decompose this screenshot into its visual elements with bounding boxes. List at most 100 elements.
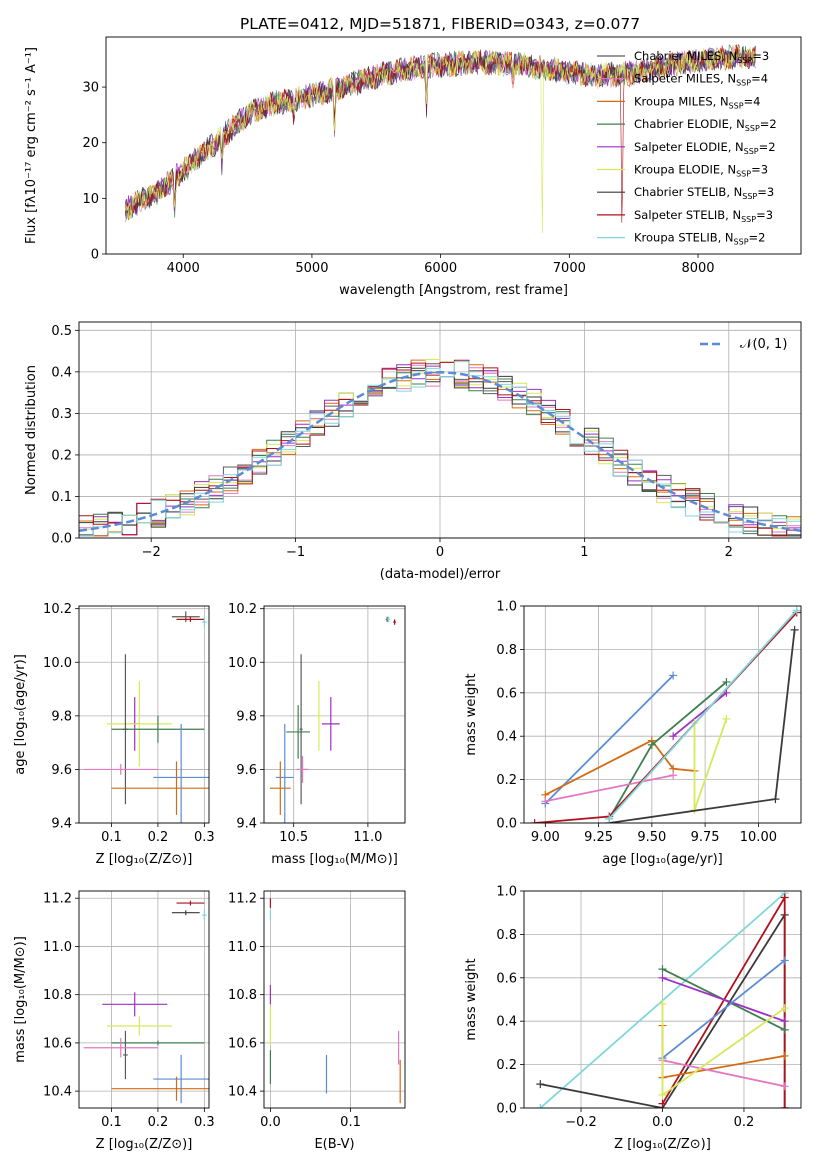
y-tick-label: 0.3 — [51, 407, 72, 422]
x-tick-label: 6000 — [424, 261, 457, 276]
weight-line — [544, 674, 674, 805]
data-point-marker — [530, 819, 539, 823]
y-tick-label: 10.8 — [43, 988, 72, 1003]
data-point-marker — [669, 671, 678, 680]
x-tick-label: −2 — [142, 545, 161, 560]
data-point-marker — [771, 795, 780, 804]
data-point-marker — [780, 1051, 789, 1060]
x-tick-label: 0.0 — [260, 1115, 281, 1130]
data-point-marker — [658, 973, 667, 982]
y-tick-label: 10.4 — [228, 1085, 257, 1100]
legend-label-eq: =3 — [757, 185, 774, 199]
data-point-marker — [780, 1025, 789, 1034]
data-point-marker — [658, 999, 667, 1008]
y-tick-label: 9.6 — [51, 763, 72, 778]
y-tick-label: 10 — [82, 192, 99, 207]
x-tick-label: 8000 — [681, 261, 714, 276]
x-tick-label: 0.1 — [340, 1115, 361, 1130]
x-tick-label: 2 — [725, 545, 733, 560]
data-point-marker — [780, 956, 789, 965]
x-tick-label: 0.3 — [194, 830, 215, 845]
plot-area-mass-vs-Z — [83, 900, 209, 1104]
x-axis-label: Z [log₁₀(Z/Z⊙)] — [96, 1137, 193, 1152]
y-tick-label: 10.0 — [43, 656, 72, 671]
legend-label-sub: SSP — [734, 238, 749, 247]
y-tick-label: 9.8 — [51, 709, 72, 724]
x-tick-label: −0.2 — [565, 1115, 597, 1130]
legend-label-sub: SSP — [742, 192, 757, 201]
legend-label-sub: SSP — [736, 79, 751, 88]
x-tick-label: 0.1 — [101, 830, 122, 845]
x-axis-label: E(B-V) — [314, 1137, 354, 1152]
x-tick-label: 10.5 — [279, 830, 308, 845]
x-axis-label: age [log₁₀(age/yr)] — [602, 852, 723, 867]
x-tick-label: 0.2 — [148, 830, 169, 845]
y-tick-label: 0.0 — [496, 1102, 517, 1117]
weight-line — [534, 611, 798, 823]
x-axis-label: Z [log₁₀(Z/Z⊙)] — [96, 852, 193, 867]
x-tick-label: 10.00 — [740, 830, 777, 845]
y-tick-label: 0.8 — [496, 928, 517, 943]
x-tick-label: 0.0 — [652, 1115, 673, 1130]
data-point-marker — [647, 740, 656, 749]
y-tick-label: 11.2 — [43, 892, 72, 907]
y-axis-label: age [log₁₀(age/yr)] — [13, 654, 28, 775]
y-axis-label: mass weight — [464, 958, 479, 1040]
x-tick-label: −1 — [286, 545, 305, 560]
weight-line — [662, 976, 786, 1023]
legend-label: Salpeter MILES, NSSP=4 — [634, 72, 768, 88]
y-tick-label: 0.4 — [496, 730, 517, 745]
data-point-marker — [658, 1090, 667, 1099]
y-tick-label: 9.8 — [236, 709, 257, 724]
y-tick-label: 0.6 — [496, 971, 517, 986]
y-tick-label: 0.2 — [51, 448, 72, 463]
axes-frame — [523, 605, 802, 824]
y-tick-label: 10.2 — [228, 602, 257, 617]
axes-frame — [78, 321, 802, 539]
legend-label: Chabrier ELODIE, NSSP=2 — [634, 117, 777, 133]
weight-line — [661, 959, 786, 1059]
axes-frame — [523, 890, 802, 1109]
y-axis-label: Flux [fλ10⁻¹⁷ erg cm⁻² s⁻¹ A⁻¹] — [24, 47, 39, 244]
legend-label: Kroupa STELIB, NSSP=2 — [634, 231, 765, 247]
legend-label-sub: SSP — [736, 170, 751, 179]
axes-frame — [263, 605, 406, 824]
weight-line — [544, 739, 695, 796]
axes-frame — [78, 605, 210, 824]
weight-line — [608, 609, 798, 820]
x-tick-label: 0.1 — [101, 1115, 122, 1130]
data-point-marker — [780, 1004, 789, 1013]
legend-label-eq: =2 — [759, 140, 776, 154]
y-tick-label: 11.0 — [43, 940, 72, 955]
y-tick-label: 0.0 — [496, 817, 517, 832]
y-tick-label: 0.4 — [496, 1015, 517, 1030]
y-tick-label: 0.1 — [51, 490, 72, 505]
legend-label-eq: =3 — [756, 208, 773, 222]
plot-area-spectrum — [125, 44, 756, 234]
axes-frame — [78, 890, 210, 1109]
x-tick-label: 1 — [580, 545, 588, 560]
data-point-marker — [658, 965, 667, 974]
x-tick-label: 9.50 — [637, 830, 666, 845]
legend-label-sub: SSP — [745, 124, 760, 133]
legend-label-eq: =4 — [744, 94, 761, 108]
legend-label-sub: SSP — [744, 147, 759, 156]
weight-line — [661, 894, 786, 1108]
data-point-marker — [722, 714, 731, 723]
x-tick-label: 9.75 — [691, 830, 720, 845]
data-point-marker — [780, 1104, 789, 1108]
x-tick-label: 7000 — [553, 261, 586, 276]
data-point-marker — [669, 771, 678, 780]
figure-title: PLATE=0412, MJD=51871, FIBERID=0343, z=0… — [240, 15, 640, 33]
y-tick-label: 20 — [82, 136, 99, 151]
x-axis-label: mass [log₁₀(M/M⊙)] — [271, 852, 398, 867]
legend-label: Kroupa MILES, NSSP=4 — [634, 94, 760, 110]
y-axis-label: mass [log₁₀(M/M⊙)] — [13, 936, 28, 1063]
legend-label-sub: SSP — [737, 56, 752, 65]
legend-label: Chabrier MILES, NSSP=3 — [634, 49, 769, 65]
x-tick-label: 9.25 — [584, 830, 613, 845]
y-tick-label: 10.4 — [43, 1085, 72, 1100]
x-tick-label: 5000 — [295, 261, 328, 276]
y-tick-label: 0.0 — [51, 532, 72, 547]
